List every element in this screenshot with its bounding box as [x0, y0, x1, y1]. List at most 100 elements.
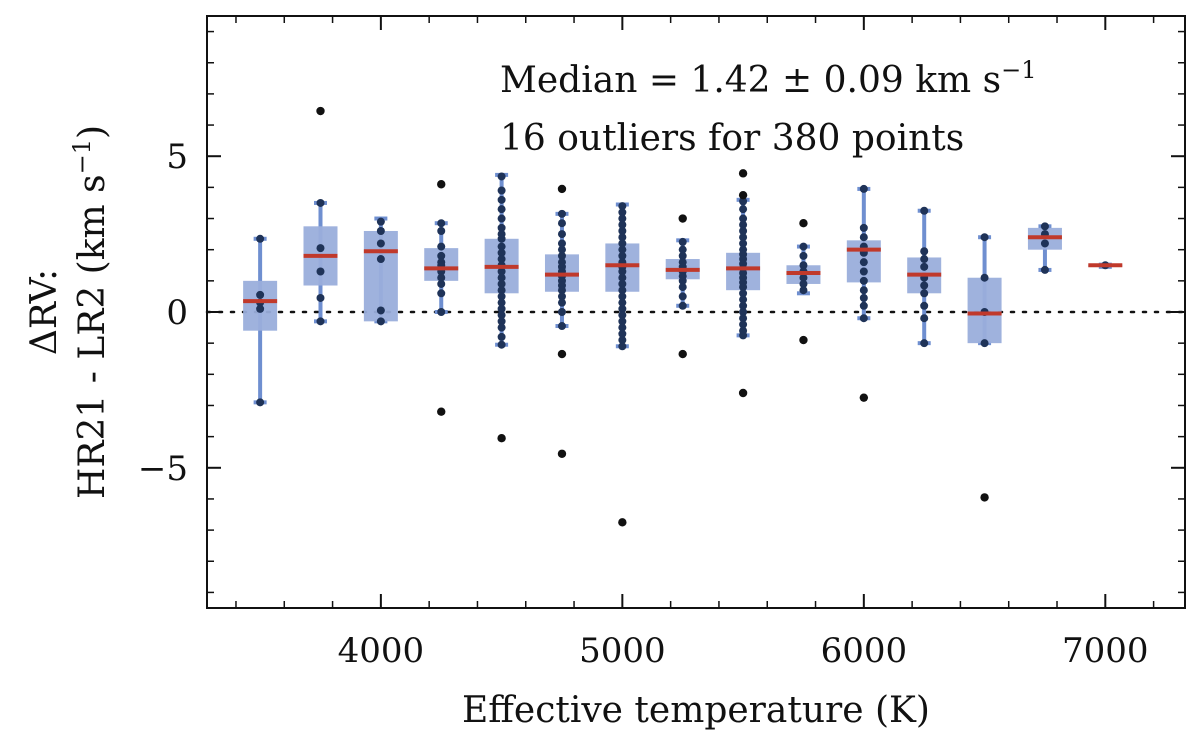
data-point-6250-9: [920, 339, 929, 348]
outlier-point-3750-0: [316, 106, 325, 116]
data-point-6250-1: [920, 247, 929, 256]
data-point-6000-0: [859, 184, 868, 193]
data-point-5000-6: [618, 239, 627, 248]
data-point-4000-2: [376, 239, 385, 248]
data-point-5500-21: [739, 320, 748, 329]
data-point-4000-0: [376, 217, 385, 226]
data-point-3750-4: [316, 317, 325, 326]
data-point-4500-14: [497, 279, 506, 288]
y-axis-title-line2: HR21 - LR2 (km s−1): [68, 125, 113, 499]
data-point-5500-4: [739, 226, 748, 235]
data-point-4000-3: [376, 255, 385, 264]
data-point-3500-4: [256, 234, 265, 243]
data-point-5000-8: [618, 251, 627, 260]
outlier-point-5750-1: [799, 335, 808, 345]
data-point-6000-9: [859, 293, 868, 302]
data-point-4750-2: [557, 230, 566, 239]
data-point-5000-13: [618, 279, 627, 288]
data-point-5500-0: [739, 197, 748, 206]
data-point-4500-16: [497, 292, 506, 301]
data-point-3500-2: [256, 304, 265, 313]
data-point-5000-0: [618, 202, 627, 211]
data-point-5000-4: [618, 226, 627, 235]
data-point-4750-14: [557, 298, 566, 307]
data-point-3500-0: [256, 290, 265, 299]
data-point-5750-0: [799, 242, 808, 251]
data-point-5750-5: [799, 279, 808, 288]
data-point-4500-18: [497, 304, 506, 313]
data-point-4500-20: [497, 317, 506, 326]
data-point-5500-1: [739, 205, 748, 214]
data-point-5000-20: [618, 323, 627, 332]
data-point-4500-13: [497, 273, 506, 282]
data-point-5750-4: [799, 273, 808, 282]
data-point-6750-3: [1040, 265, 1049, 274]
data-point-6000-7: [859, 276, 868, 285]
data-point-5250-2: [678, 251, 687, 260]
data-point-6000-10: [859, 301, 868, 310]
data-point-5000-12: [618, 273, 627, 282]
data-point-5000-18: [618, 311, 627, 320]
data-point-4000-4: [376, 306, 385, 315]
data-point-4750-16: [557, 322, 566, 331]
data-point-5750-6: [799, 286, 808, 295]
median-annotation: Median = 1.42 ± 0.09 km s−1: [500, 56, 1037, 101]
data-point-5750-1: [799, 251, 808, 260]
data-point-4250-10: [437, 308, 446, 316]
data-point-4750-5: [557, 251, 566, 260]
data-point-5750-2: [799, 261, 808, 270]
data-point-5500-16: [739, 289, 748, 298]
data-point-4750-13: [557, 292, 566, 301]
data-point-4500-3: [497, 205, 506, 214]
outlier-point-5250-0: [678, 214, 687, 223]
data-point-3750-3: [316, 293, 325, 302]
data-point-5000-23: [618, 342, 627, 351]
outlier-point-6500-0: [980, 493, 989, 502]
data-point-5500-23: [739, 331, 748, 340]
outlier-point-4750-1: [557, 349, 567, 359]
data-point-4500-1: [497, 186, 506, 195]
data-point-4500-4: [497, 214, 506, 223]
data-point-6250-7: [920, 301, 929, 310]
data-point-5250-0: [678, 237, 687, 246]
outlier-point-4500-0: [497, 433, 506, 443]
data-point-4250-0: [437, 219, 446, 228]
data-point-3750-1: [316, 244, 325, 253]
data-point-4500-19: [497, 311, 506, 320]
outlier-point-5000-0: [618, 518, 627, 527]
y-tick-label: 0: [166, 293, 188, 333]
data-point-5500-5: [739, 233, 748, 242]
data-point-6250-6: [920, 289, 929, 298]
data-point-4500-10: [497, 255, 506, 264]
data-point-4250-7: [437, 273, 446, 282]
data-point-5250-10: [678, 301, 687, 310]
data-point-5000-14: [618, 286, 627, 295]
data-point-4500-7: [497, 234, 506, 243]
data-point-4750-4: [557, 245, 566, 254]
data-point-4250-2: [437, 242, 446, 251]
outlier-point-5250-1: [678, 349, 687, 359]
data-point-5500-18: [739, 301, 748, 310]
median-annotation-superscript: −1: [1001, 56, 1036, 84]
data-point-6250-0: [920, 206, 929, 215]
data-point-6000-8: [859, 286, 868, 295]
data-point-6000-6: [859, 267, 868, 276]
data-point-5500-17: [739, 295, 748, 304]
data-point-5000-21: [618, 329, 627, 338]
x-axis-title: Effective temperature (K): [462, 690, 930, 731]
data-point-4500-21: [497, 323, 506, 332]
data-point-3500-3: [256, 398, 265, 407]
data-point-5000-1: [618, 208, 627, 217]
data-point-4500-9: [497, 248, 506, 257]
data-point-5500-20: [739, 314, 748, 323]
data-point-6500-0: [980, 233, 989, 242]
data-point-4500-5: [497, 223, 506, 232]
data-point-4250-8: [437, 279, 446, 288]
data-point-5000-16: [618, 298, 627, 307]
outlier-point-6000-0: [859, 393, 869, 402]
data-point-4500-12: [497, 267, 506, 276]
outlier-annotation: 16 outliers for 380 points: [500, 118, 964, 159]
y-axis-title-close: ): [72, 125, 113, 139]
x-tick-label-4000: 4000: [338, 631, 425, 671]
